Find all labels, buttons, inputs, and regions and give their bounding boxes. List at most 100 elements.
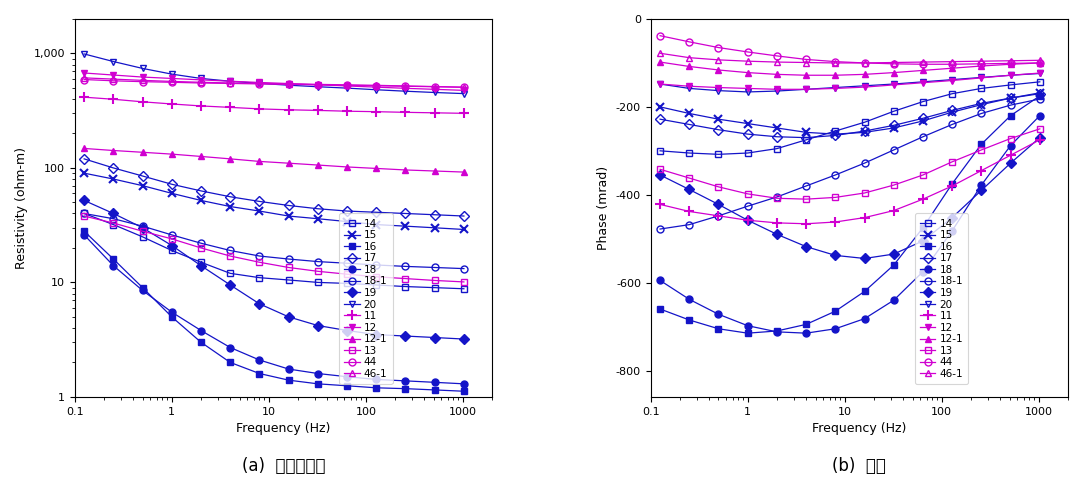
12 bbox=[916, 80, 929, 86]
Line: 44: 44 bbox=[656, 32, 1043, 68]
13 bbox=[653, 166, 666, 172]
16 bbox=[340, 383, 353, 389]
13 bbox=[311, 269, 324, 274]
18-1 bbox=[712, 213, 725, 219]
14 bbox=[340, 281, 353, 287]
46-1 bbox=[770, 59, 783, 65]
20 bbox=[712, 88, 725, 93]
15 bbox=[195, 197, 208, 203]
14 bbox=[887, 108, 900, 114]
18-1 bbox=[653, 226, 666, 232]
12 bbox=[253, 79, 266, 85]
17 bbox=[945, 107, 958, 113]
46-1 bbox=[858, 60, 871, 66]
11 bbox=[107, 96, 120, 102]
18-1 bbox=[195, 240, 208, 246]
18-1 bbox=[1033, 96, 1046, 102]
44 bbox=[1033, 60, 1046, 66]
11 bbox=[916, 196, 929, 202]
12 bbox=[770, 87, 783, 92]
44 bbox=[399, 83, 412, 89]
12-1 bbox=[78, 146, 91, 151]
X-axis label: Frequency (Hz): Frequency (Hz) bbox=[236, 422, 330, 435]
18 bbox=[828, 326, 841, 332]
44 bbox=[253, 81, 266, 87]
13 bbox=[741, 191, 754, 197]
20 bbox=[828, 85, 841, 91]
46-1 bbox=[311, 81, 324, 87]
18 bbox=[428, 379, 441, 385]
18-1 bbox=[1004, 102, 1017, 108]
46-1 bbox=[799, 60, 812, 65]
15 bbox=[428, 225, 441, 231]
14 bbox=[224, 271, 237, 276]
14 bbox=[166, 248, 179, 254]
12 bbox=[428, 87, 441, 92]
46-1 bbox=[975, 58, 988, 64]
18-1 bbox=[975, 110, 988, 116]
18 bbox=[311, 371, 324, 377]
18 bbox=[945, 228, 958, 234]
17 bbox=[399, 211, 412, 216]
12 bbox=[340, 83, 353, 89]
14 bbox=[457, 286, 470, 292]
16 bbox=[712, 326, 725, 332]
13 bbox=[369, 274, 382, 280]
Line: 17: 17 bbox=[81, 155, 468, 220]
17 bbox=[166, 182, 179, 187]
13 bbox=[682, 175, 695, 181]
17 bbox=[1033, 91, 1046, 97]
Legend: 14, 15, 16, 17, 18, 18-1, 19, 20, 11, 12, 12-1, 13, 44, 46-1: 14, 15, 16, 17, 18, 18-1, 19, 20, 11, 12… bbox=[339, 213, 392, 384]
46-1 bbox=[741, 58, 754, 64]
11 bbox=[78, 94, 91, 100]
46-1 bbox=[195, 79, 208, 85]
19 bbox=[107, 211, 120, 216]
18 bbox=[1033, 113, 1046, 119]
17 bbox=[311, 206, 324, 212]
Line: 19: 19 bbox=[81, 197, 468, 343]
19 bbox=[428, 334, 441, 340]
19 bbox=[712, 201, 725, 207]
12 bbox=[945, 77, 958, 83]
Line: 20: 20 bbox=[656, 70, 1043, 95]
20 bbox=[975, 75, 988, 80]
12-1 bbox=[311, 162, 324, 168]
16 bbox=[428, 387, 441, 393]
18-1 bbox=[311, 258, 324, 264]
44 bbox=[457, 84, 470, 90]
13 bbox=[887, 182, 900, 188]
15 bbox=[311, 216, 324, 222]
18-1 bbox=[682, 222, 695, 227]
16 bbox=[975, 141, 988, 147]
18 bbox=[1004, 143, 1017, 149]
46-1 bbox=[428, 84, 441, 90]
20 bbox=[457, 91, 470, 96]
11 bbox=[224, 105, 237, 110]
11 bbox=[283, 107, 296, 113]
12-1 bbox=[136, 150, 149, 155]
19 bbox=[369, 332, 382, 337]
12-1 bbox=[858, 72, 871, 77]
46-1 bbox=[887, 60, 900, 65]
12-1 bbox=[195, 153, 208, 159]
18-1 bbox=[340, 260, 353, 266]
18-1 bbox=[916, 134, 929, 140]
Y-axis label: Resistivity (ohm-m): Resistivity (ohm-m) bbox=[15, 147, 28, 269]
16 bbox=[858, 288, 871, 294]
19 bbox=[887, 251, 900, 257]
12-1 bbox=[653, 59, 666, 65]
12 bbox=[195, 77, 208, 83]
16 bbox=[916, 225, 929, 230]
16 bbox=[682, 317, 695, 323]
15 bbox=[741, 121, 754, 126]
19 bbox=[195, 263, 208, 269]
12-1 bbox=[399, 167, 412, 173]
Line: 13: 13 bbox=[656, 125, 1043, 203]
17 bbox=[712, 127, 725, 133]
12 bbox=[283, 81, 296, 87]
12 bbox=[311, 82, 324, 88]
13 bbox=[858, 190, 871, 196]
12 bbox=[1004, 72, 1017, 78]
12 bbox=[369, 84, 382, 90]
13 bbox=[770, 196, 783, 201]
